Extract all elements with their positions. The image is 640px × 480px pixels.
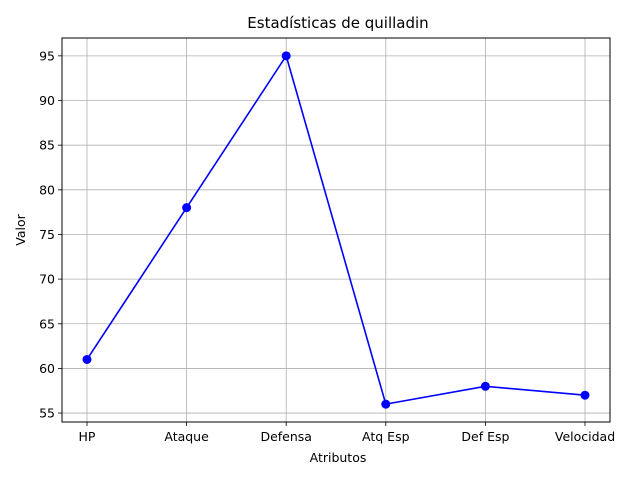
y-tick-label: 65 xyxy=(39,316,55,331)
x-tick-label: Defensa xyxy=(260,429,312,444)
x-tick-label: Ataque xyxy=(164,429,209,444)
y-tick-label: 80 xyxy=(39,182,55,197)
y-tick-label: 70 xyxy=(39,272,55,287)
x-tick-label: HP xyxy=(79,429,96,444)
x-tick-label: Def Esp xyxy=(461,429,509,444)
series-line xyxy=(86,53,586,406)
x-axis-ticks: HP Ataque Defensa Atq Esp Def Esp Velocidad xyxy=(79,422,615,444)
data-point xyxy=(182,203,192,213)
plot-frame xyxy=(61,37,611,423)
y-tick-label: 85 xyxy=(39,138,55,153)
data-point xyxy=(281,51,291,61)
data-point xyxy=(480,381,490,391)
grid xyxy=(62,38,610,422)
data-points xyxy=(82,51,590,409)
y-tick-label: 90 xyxy=(39,93,55,108)
y-tick-label: 60 xyxy=(39,361,55,376)
y-tick-label: 95 xyxy=(39,48,55,63)
data-point xyxy=(82,354,92,364)
x-tick-label: Velocidad xyxy=(555,429,615,444)
data-point xyxy=(381,399,391,409)
y-axis-ticks: 55 60 65 70 75 80 85 90 95 xyxy=(39,48,62,421)
data-point xyxy=(580,390,590,400)
y-axis-label: Valor xyxy=(13,213,28,245)
x-axis-label: Atributos xyxy=(310,450,367,465)
y-tick-label: 75 xyxy=(39,227,55,242)
y-tick-label: 55 xyxy=(39,406,55,421)
chart-title: Estadísticas de quilladin xyxy=(247,14,428,32)
x-tick-label: Atq Esp xyxy=(362,429,410,444)
